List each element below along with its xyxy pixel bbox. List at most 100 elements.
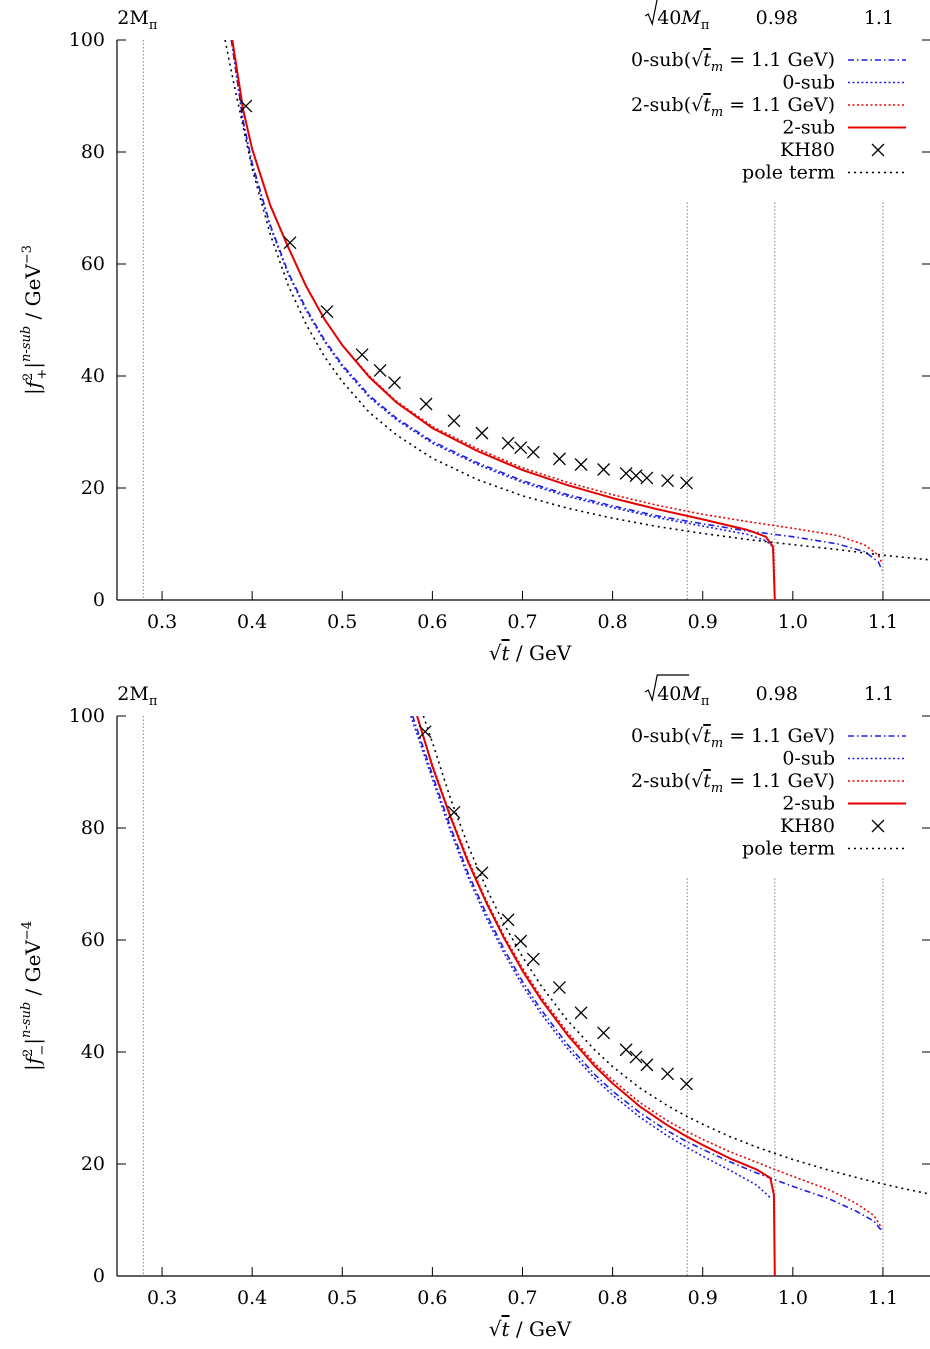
- y-axis-label: |f2+|n-sub / GeV−3: [19, 245, 50, 395]
- series-line-2: [231, 40, 883, 564]
- kh80-point: [239, 99, 253, 113]
- y-label-unit: / GeV: [21, 940, 45, 1002]
- top-label-40: 40Mπ: [657, 7, 710, 33]
- y-tick-label: 100: [69, 29, 105, 51]
- legend-var: t: [703, 770, 711, 792]
- top-label-098: 0.98: [756, 7, 798, 29]
- top-label-sub: π: [701, 694, 710, 709]
- legend-text: 2-sub(: [631, 770, 691, 792]
- y-label-f: |f: [21, 1053, 46, 1071]
- legend-text: = 1.1 GeV): [723, 725, 835, 747]
- kh80-point: [552, 981, 566, 995]
- legend-var: t: [703, 94, 711, 116]
- x-tick-label: 0.6: [417, 1287, 447, 1309]
- panel-plus: 0.3 0.4 0.5 0.6 0.7 0.8 0.9 1.0 1.1 0 20 40 60 80 100 2…: [19, 0, 930, 665]
- x-tick-label: 1.1: [868, 1287, 898, 1309]
- legend-sqrt: √: [691, 770, 704, 792]
- top-label-sqrt40: 40Mπ: [644, 0, 710, 33]
- y-tick-label: 100: [69, 705, 105, 727]
- sqrt-sign: [644, 674, 690, 703]
- kh80-point: [640, 471, 654, 485]
- top-label-sub: π: [701, 18, 710, 33]
- kh80-point: [447, 414, 461, 428]
- y-tick-label: 40: [81, 365, 105, 387]
- x-tick-label: 0.4: [237, 1287, 267, 1309]
- kh80-point: [514, 441, 528, 455]
- sqrt-sign: [644, 0, 658, 27]
- kh80-point: [680, 1077, 693, 1091]
- x-tick-label: 0.3: [147, 1287, 177, 1309]
- legend-marker: [871, 143, 885, 157]
- x-label-sqrt: √: [489, 641, 502, 665]
- x-tick-label: 0.5: [327, 1287, 357, 1309]
- kh80-point: [373, 363, 387, 377]
- legend-label-0: 0-sub(√tm = 1.1 GeV): [631, 49, 835, 75]
- legend-text: 0-sub(: [631, 49, 691, 71]
- y-label-f: |f: [21, 377, 46, 395]
- kh80-point: [419, 397, 433, 411]
- y-tick-label: 80: [81, 817, 105, 839]
- top-label-sub: π: [149, 18, 158, 33]
- y-tick-label: 20: [81, 477, 105, 499]
- y-label-sup: n-sub: [19, 326, 34, 362]
- kh80-point: [526, 445, 540, 459]
- y-label-bar: |: [21, 1038, 46, 1045]
- kh80-point: [418, 725, 432, 739]
- x-label-unit: / GeV: [510, 641, 572, 665]
- x-tick-label: 1.1: [868, 611, 898, 633]
- kh80-point: [501, 436, 515, 450]
- x-tick-label: 0.7: [507, 611, 537, 633]
- x-axis-label: √t / GeV: [489, 1317, 572, 1341]
- top-label-2mpi: 2Mπ: [117, 683, 158, 709]
- kh80-point: [475, 866, 489, 880]
- kh80-point: [320, 305, 334, 319]
- top-label-098: 0.98: [756, 683, 798, 705]
- legend-text: 0-sub(: [631, 725, 691, 747]
- kh80-point: [640, 1058, 654, 1072]
- top-label-text: 40: [657, 7, 681, 29]
- legend-sqrt: √: [691, 94, 704, 116]
- y-tick-label: 60: [81, 253, 105, 275]
- kh80-point: [475, 426, 489, 440]
- kh80-point: [629, 1050, 643, 1064]
- y-tick-label: 20: [81, 1153, 105, 1175]
- legend-label-5: pole term: [742, 162, 835, 184]
- legend-label-5: pole term: [742, 838, 835, 860]
- panel-minus: 0.3 0.4 0.5 0.6 0.7 0.8 0.9 1.0 1.1 0 20 40 60 80 100 2…: [19, 674, 930, 1341]
- kh80-point: [574, 458, 588, 471]
- legend-text: 2-sub(: [631, 94, 691, 116]
- x-tick-label: 0.8: [598, 611, 628, 633]
- x-tick-label: 0.8: [598, 1287, 628, 1309]
- top-label-2mpi: 2Mπ: [117, 7, 158, 33]
- x-tick-label: 0.7: [507, 1287, 537, 1309]
- x-label-var: t: [501, 641, 510, 665]
- y-label-sub: +: [35, 369, 50, 380]
- x-tick-label: 0.9: [688, 1287, 718, 1309]
- y-tick-label: 60: [81, 929, 105, 951]
- x-tick-label: 0.5: [327, 611, 357, 633]
- kh80-point: [552, 452, 566, 466]
- y-tick-label: 0: [93, 1265, 105, 1287]
- legend-var: t: [703, 49, 711, 71]
- top-label-text: 40: [657, 683, 681, 705]
- legend-text: = 1.1 GeV): [723, 94, 835, 116]
- kh80-point: [283, 236, 297, 250]
- top-label-sqrt40: 40Mπ: [644, 674, 710, 709]
- top-label-40: 40Mπ: [657, 683, 710, 709]
- kh80-point: [680, 476, 693, 490]
- x-tick-label: 0.6: [417, 611, 447, 633]
- y-axis-label: |f2−|n-sub / GeV−4: [19, 921, 50, 1071]
- x-label-sqrt: √: [489, 1317, 502, 1341]
- series-group: [224, 40, 928, 600]
- y-label-sup: n-sub: [19, 1002, 34, 1038]
- x-tick-label: 0.4: [237, 611, 267, 633]
- kh80-point: [355, 348, 369, 362]
- y-label-unit: / GeV: [21, 264, 45, 326]
- series-line-3: [231, 40, 776, 600]
- kh80-point: [597, 1026, 611, 1040]
- legend-label-3: 2-sub: [782, 793, 835, 815]
- x-axis-label: √t / GeV: [489, 641, 572, 665]
- top-label-11: 1.1: [864, 7, 894, 29]
